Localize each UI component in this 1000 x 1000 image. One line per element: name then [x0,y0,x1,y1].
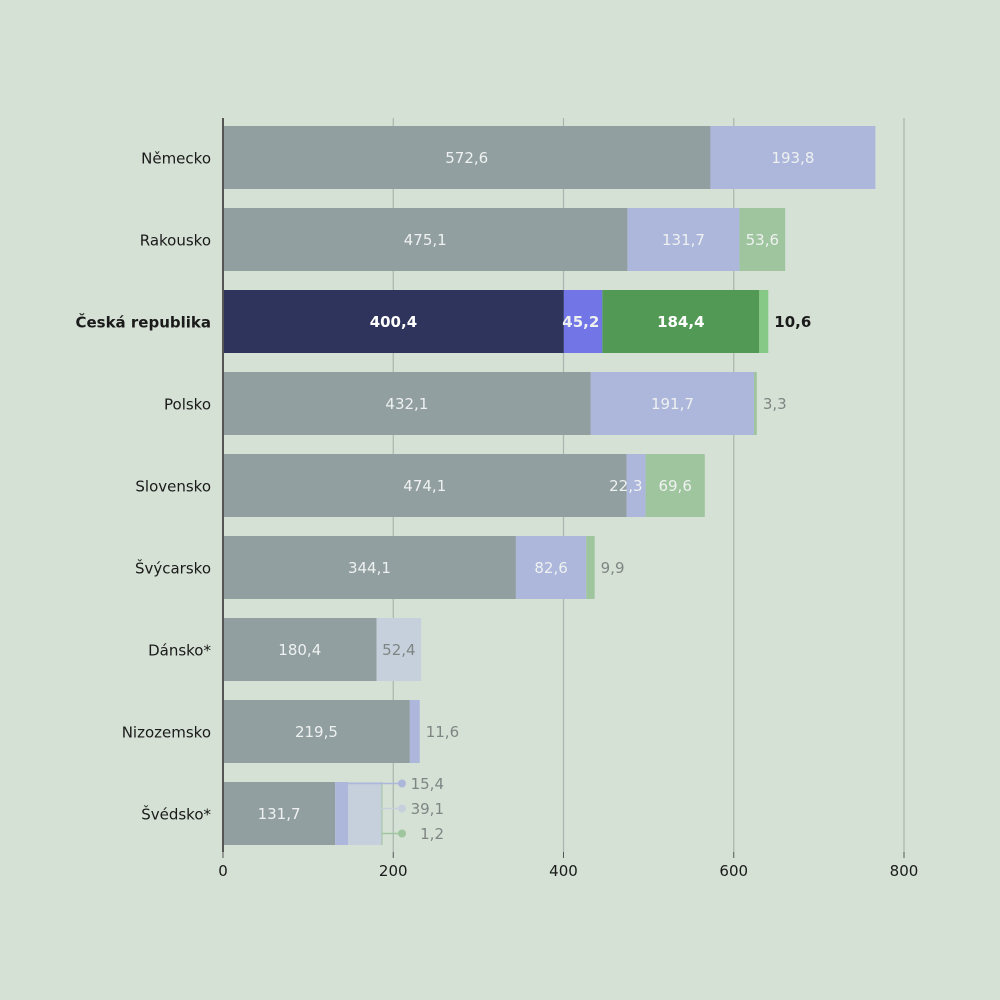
leader-dot [398,829,406,838]
category-label: Česká republika [75,313,211,332]
bar-segment [754,372,757,435]
x-tick-label: 200 [379,862,408,880]
bar-segment [626,454,646,517]
bar-segment [223,618,377,681]
bar-segment [563,290,603,353]
category-label: Dánsko* [148,642,211,660]
x-tick-label: 400 [549,862,578,880]
data-label: 432,1 [385,395,428,413]
data-label: 39,1 [411,800,444,818]
data-label: 131,7 [258,805,301,823]
data-label: 131,7 [662,231,705,249]
bar-segment [223,700,410,763]
data-label: 3,3 [763,395,787,413]
bar-segment [409,700,420,763]
data-label: 15,4 [411,775,444,793]
data-label: 82,6 [534,559,567,577]
bar-segment [223,208,628,271]
data-label: 572,6 [445,149,488,167]
leader-dot [398,779,406,788]
data-label: 11,6 [426,723,459,741]
data-label: 10,6 [774,313,811,331]
bar-segment [739,208,786,271]
data-label: 193,8 [771,149,814,167]
category-label: Švédsko* [141,805,211,824]
data-label: 191,7 [651,395,694,413]
data-label: 45,2 [562,313,599,331]
data-label: 1,2 [420,825,444,843]
x-axis: 0 200 400 600 800 [218,118,918,880]
bar-segment [376,618,422,681]
bar-segment [515,536,587,599]
data-label: 474,1 [403,477,446,495]
bar-segment [223,782,336,845]
bar-segment [586,536,595,599]
bar-segment [223,536,516,599]
bar-segment [223,372,591,435]
data-label: 52,4 [382,641,415,659]
data-labels: 572,6 193,8 475,1 131,7 53,6 400,4 45,2 184,4 10… [258,149,815,843]
data-label: 53,6 [746,231,779,249]
bar-segment [710,126,876,189]
bar-segment [602,290,760,353]
data-label: 22,3 [609,477,642,495]
data-label: 344,1 [348,559,391,577]
bars [223,126,876,845]
x-tick-label: 600 [719,862,748,880]
bar-segment [645,454,705,517]
bar-segment [223,126,711,189]
category-label: Slovensko [135,478,211,496]
bar-segment [627,208,740,271]
category-label: Švýcarsko [135,559,211,578]
data-label: 219,5 [295,723,338,741]
category-label: Polsko [164,396,211,414]
bar-segment [381,782,383,845]
bar-segment [335,782,349,845]
data-label: 9,9 [601,559,625,577]
data-label: 69,6 [658,477,691,495]
category-label: Německo [141,150,211,168]
bar-segment [223,290,564,353]
category-label: Nizozemsko [122,724,211,742]
bar-segment [759,290,769,353]
x-tick-label: 0 [218,862,228,880]
x-tick-label: 800 [890,862,919,880]
category-label: Rakousko [140,232,211,250]
category-labels: Německo Rakousko Česká republika Polsko Slov… [75,150,211,824]
leader-dot [398,804,406,813]
data-label: 180,4 [278,641,321,659]
data-label: 400,4 [370,313,417,331]
bar-segment [590,372,755,435]
bar-segment [348,782,382,845]
data-label: 184,4 [657,313,704,331]
bar-segment [223,454,627,517]
data-label: 475,1 [404,231,447,249]
